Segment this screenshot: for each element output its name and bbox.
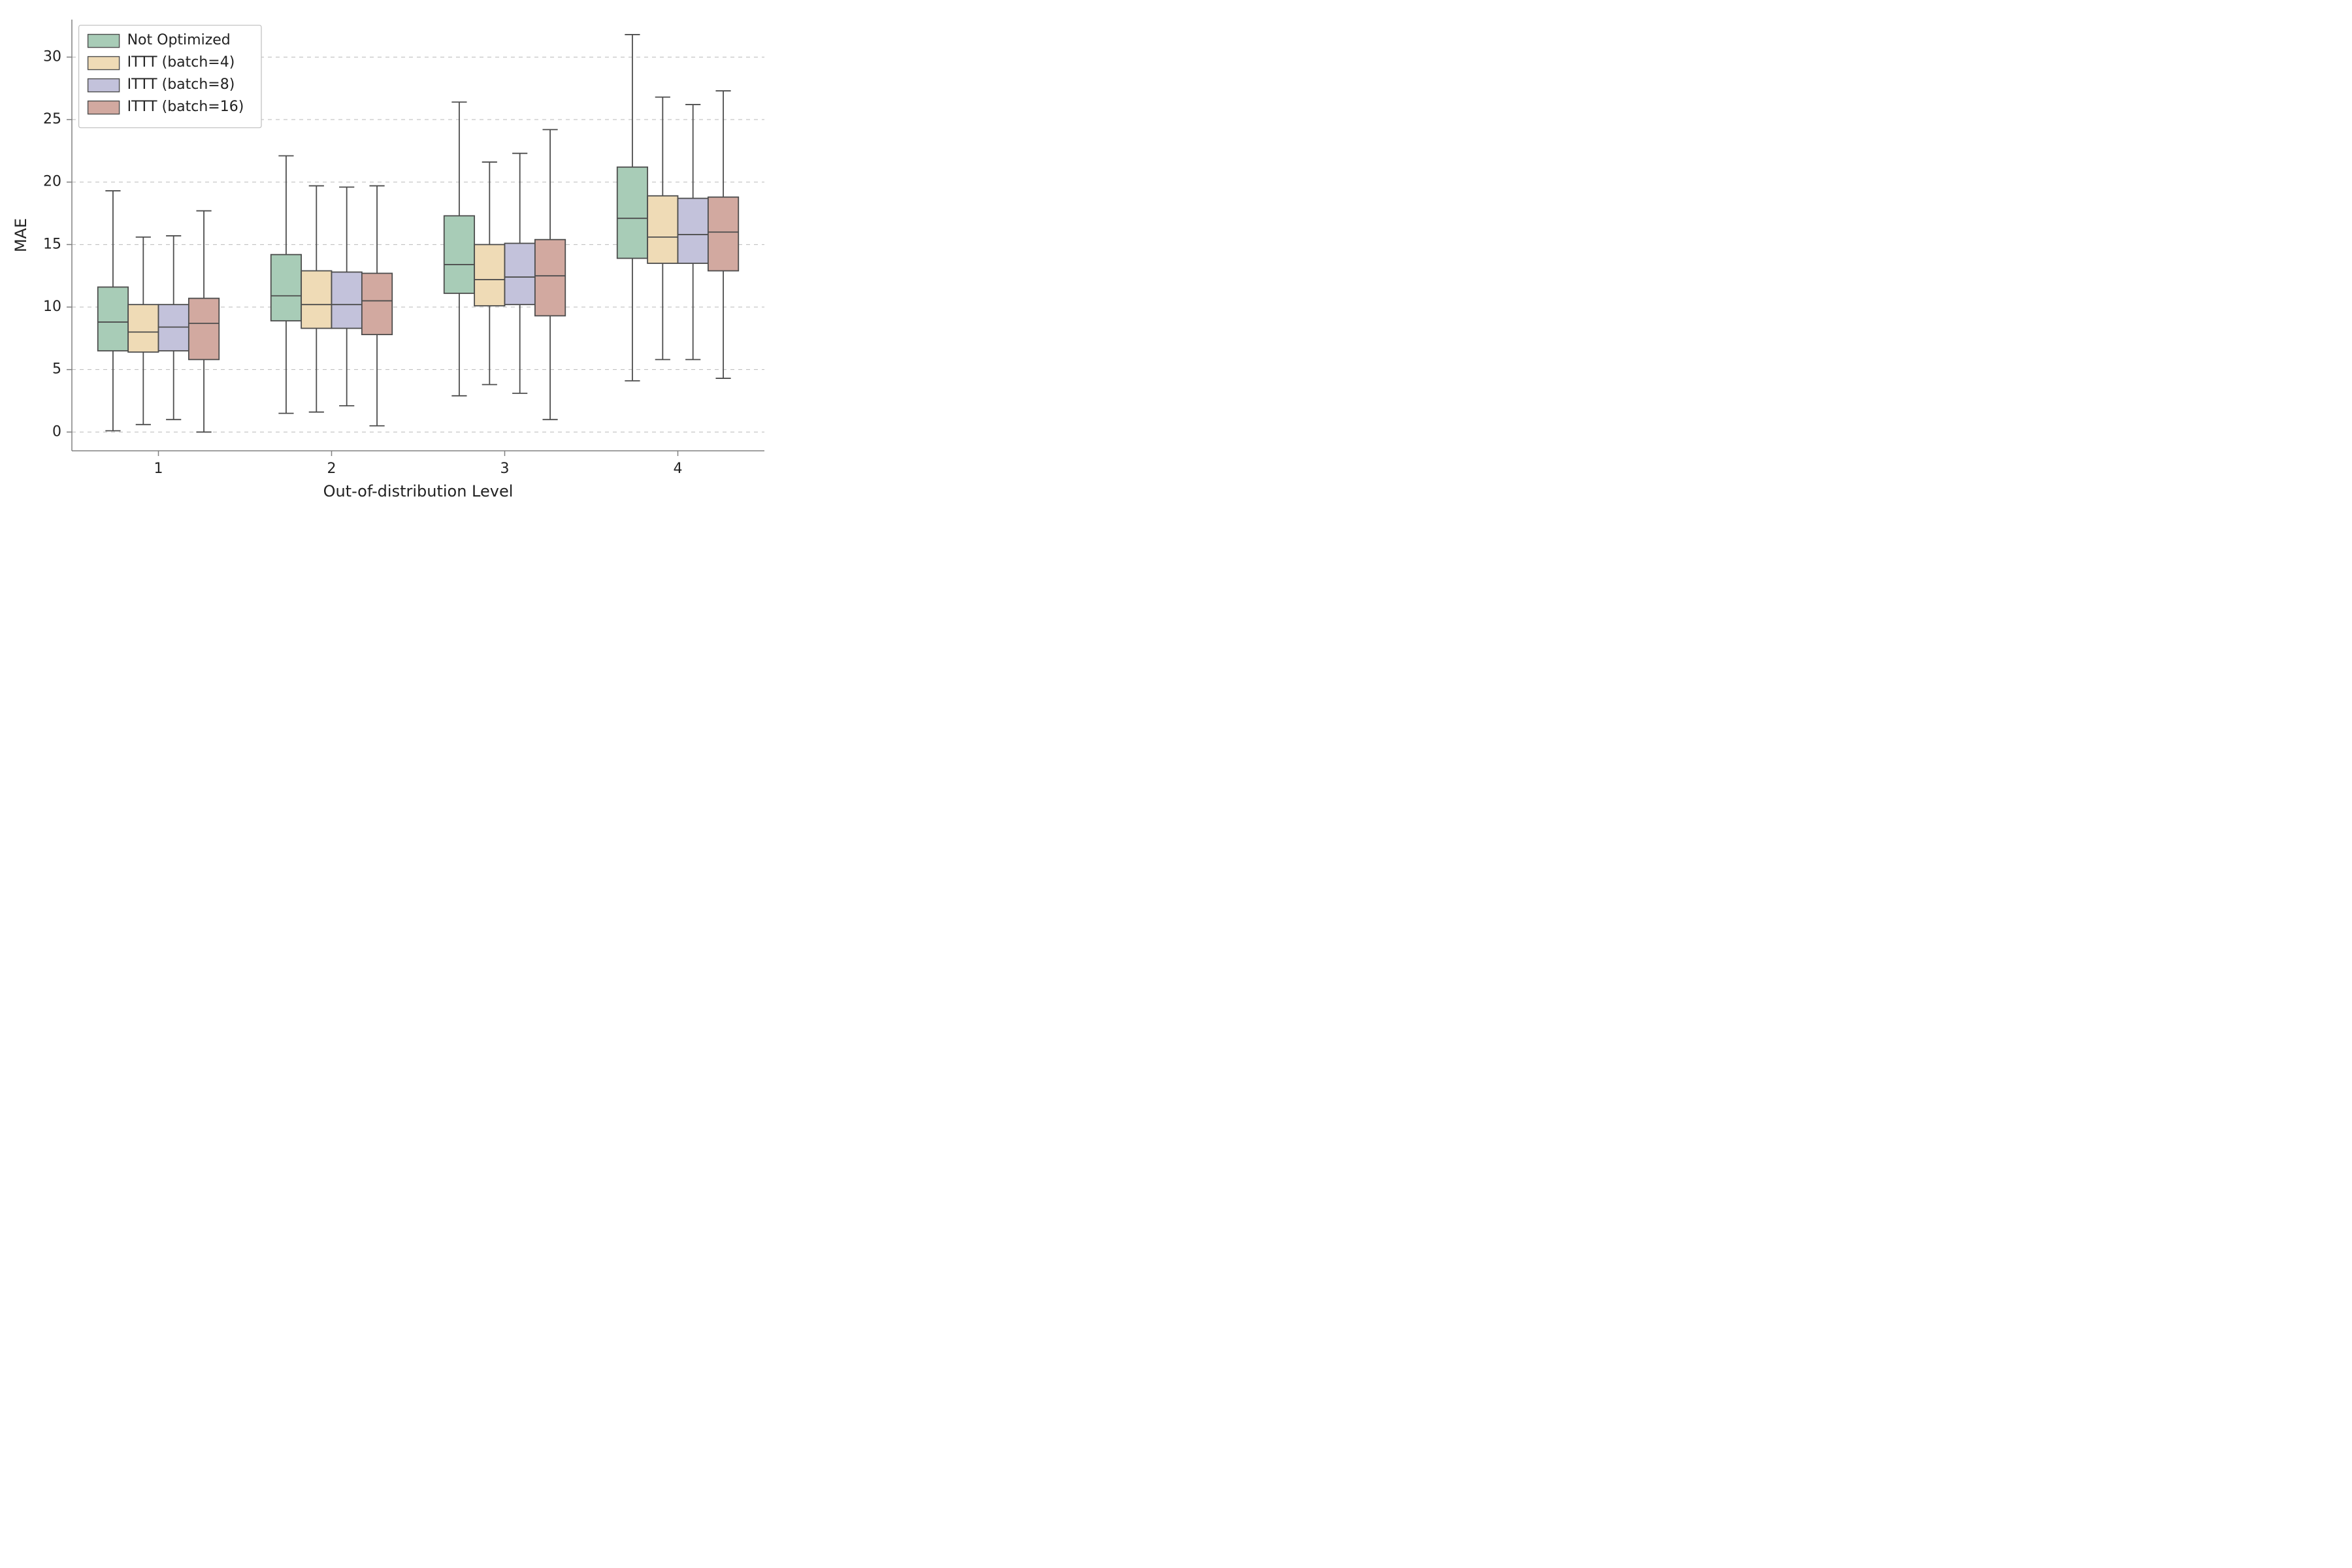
box-body (128, 304, 158, 352)
box-body (617, 167, 647, 259)
box-body (271, 255, 301, 321)
y-tick-label: 0 (52, 423, 61, 440)
y-tick-label: 5 (52, 361, 61, 378)
x-axis-label: Out-of-distribution Level (323, 482, 514, 500)
box-body (505, 243, 535, 304)
box-body (301, 271, 331, 329)
box-body (535, 240, 565, 316)
box-body (678, 199, 708, 263)
legend-swatch (88, 79, 120, 92)
box-body (98, 287, 128, 351)
x-tick-label: 4 (674, 461, 683, 477)
legend-label: ITTT (batch=16) (127, 99, 244, 115)
box-body (159, 304, 189, 351)
y-tick-label: 15 (43, 236, 61, 252)
legend-swatch (88, 35, 120, 48)
legend-label: ITTT (batch=4) (127, 54, 235, 71)
y-tick-label: 20 (43, 174, 61, 190)
legend-swatch (88, 101, 120, 114)
box-body (474, 244, 504, 306)
box-body (332, 272, 362, 328)
legend: Not Optimized ITTT (batch=4) ITTT (batch=8… (79, 25, 261, 128)
y-tick-label: 25 (43, 111, 61, 127)
x-tick-label: 2 (327, 461, 336, 477)
box-body (647, 196, 678, 263)
box-body (362, 273, 392, 335)
y-axis-label: MAE (12, 218, 30, 252)
legend-label: Not Optimized (127, 32, 231, 48)
y-tick-label: 10 (43, 299, 61, 315)
box-body (444, 216, 474, 293)
x-tick-label: 3 (500, 461, 510, 477)
y-tick-label: 30 (43, 48, 61, 65)
legend-label: ITTT (batch=8) (127, 76, 235, 93)
box-body (189, 299, 219, 360)
box-body (708, 197, 738, 271)
boxplot-chart: 0 5 10 15 20 25 30 MAE 1 2 3 4 Out-of-distribution L… (0, 0, 784, 523)
x-tick-label: 1 (154, 461, 163, 477)
legend-swatch (88, 57, 120, 70)
